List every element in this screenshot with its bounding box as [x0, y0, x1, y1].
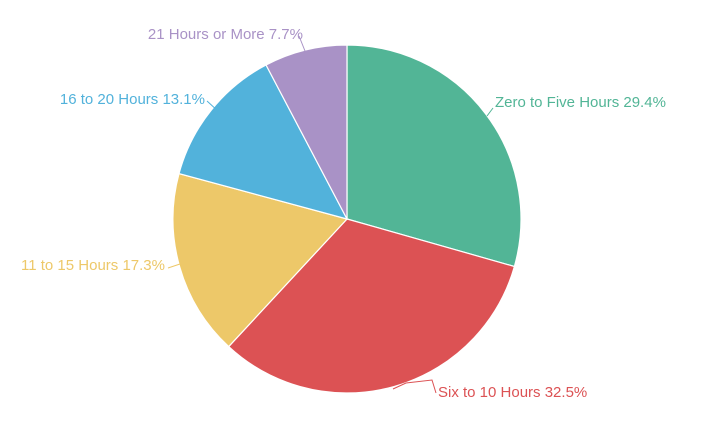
pie-slice-2: [227, 218, 516, 394]
slice-label-name: 21 Hours or More: [148, 26, 269, 43]
pie-slice-3: [172, 172, 349, 348]
slice-label-value: 7.7%: [269, 26, 303, 43]
pie-leader-lines: [167, 35, 494, 394]
slice-label-name: 11 to 15 Hours: [21, 257, 122, 274]
pie-labels: Zero to Five Hours 29.4% Six to 10 Hours …: [21, 26, 666, 401]
slice-label-name: 16 to 20 Hours: [60, 91, 163, 108]
pie-slice-5: [265, 44, 348, 220]
leader-line-5: [298, 35, 306, 52]
slice-label-2: Six to 10 Hours 32.5%: [438, 384, 587, 401]
slice-label-value: 13.1%: [162, 91, 205, 108]
pie-slice-1: [346, 44, 522, 268]
leader-line-4: [206, 100, 220, 113]
slice-label-1: Zero to Five Hours 29.4%: [495, 94, 666, 111]
leader-line-3: [167, 263, 181, 269]
slice-label-4: 16 to 20 Hours 13.1%: [60, 91, 205, 108]
slice-label-value: 29.4%: [623, 94, 666, 111]
leader-line-1: [486, 107, 494, 117]
slice-label-name: Zero to Five Hours: [495, 94, 623, 111]
slice-label-name: Six to 10 Hours: [438, 384, 545, 401]
slice-label-value: 32.5%: [545, 384, 588, 401]
slice-label-3: 11 to 15 Hours 17.3%: [21, 257, 165, 274]
pie-slices: [172, 44, 522, 394]
slice-label-value: 17.3%: [122, 257, 165, 274]
pie-slice-4: [178, 64, 349, 220]
leader-line-2: [392, 379, 437, 394]
slice-label-5: 21 Hours or More 7.7%: [148, 26, 303, 43]
